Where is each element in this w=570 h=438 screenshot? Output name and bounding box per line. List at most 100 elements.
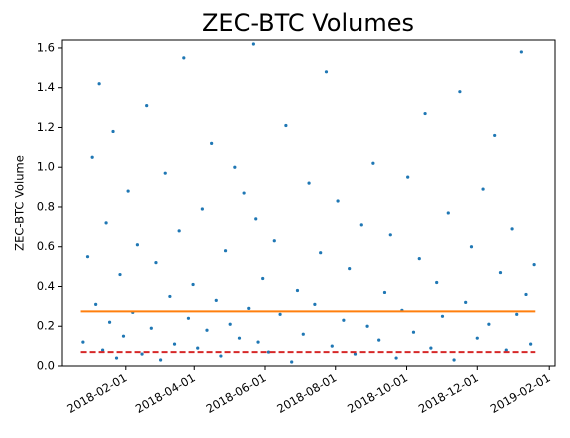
x-tick-label: 2018-06-01 (204, 370, 269, 416)
y-tick-label: 1.2 (37, 120, 55, 134)
point (172, 342, 177, 346)
chart-title: ZEC-BTC Volumes (202, 9, 414, 37)
point (223, 249, 228, 253)
point (219, 354, 223, 358)
point (94, 302, 98, 306)
point (118, 272, 122, 277)
point (493, 133, 497, 138)
point (510, 227, 514, 231)
point (532, 263, 536, 267)
point (519, 50, 523, 54)
point (177, 229, 181, 233)
point (504, 348, 508, 352)
point (348, 266, 352, 271)
point (515, 312, 519, 316)
point (284, 123, 288, 128)
point (307, 181, 311, 185)
point (101, 348, 105, 352)
y-axis-label: ZEC-BTC Volume (13, 155, 27, 251)
point (313, 302, 317, 306)
point (126, 189, 130, 193)
point (290, 360, 294, 364)
point (114, 356, 119, 360)
point (272, 239, 276, 243)
y-tick-label: 0.6 (37, 239, 55, 253)
point (487, 322, 491, 326)
point (324, 70, 329, 74)
point (135, 243, 139, 247)
x-tick-label: 2018-10-01 (345, 370, 410, 416)
point (394, 356, 398, 360)
x-tick-label: 2018-04-01 (133, 370, 198, 416)
point (440, 314, 445, 318)
point (256, 340, 260, 344)
point (469, 245, 474, 249)
x-tick-label: 2019-02-01 (488, 370, 553, 416)
point (214, 298, 218, 303)
point (159, 358, 163, 362)
point (406, 175, 410, 179)
point (90, 155, 94, 159)
y-tick-label: 1.0 (37, 160, 55, 174)
point (319, 251, 323, 255)
y-tick-label: 1.6 (37, 40, 55, 54)
point (388, 233, 392, 237)
point (458, 90, 462, 94)
point (149, 326, 153, 330)
point (154, 261, 158, 265)
x-tick-label: 2018-12-01 (416, 370, 481, 416)
point (104, 221, 108, 225)
point (371, 161, 375, 165)
point (261, 276, 265, 281)
point (145, 103, 149, 108)
point (524, 292, 528, 297)
point (377, 338, 381, 342)
point (254, 217, 258, 221)
point (168, 294, 172, 299)
point (382, 290, 387, 295)
y-tick-label: 0.0 (37, 359, 55, 373)
point (481, 187, 485, 191)
y-tick-label: 0.2 (37, 319, 55, 333)
point (452, 358, 456, 362)
point (233, 165, 237, 169)
point (353, 352, 358, 356)
point (186, 316, 191, 320)
point (365, 324, 369, 328)
point (266, 350, 271, 354)
plot-frame (61, 39, 556, 367)
point (411, 330, 416, 334)
point (107, 320, 112, 324)
point (498, 270, 503, 275)
y-tick-label: 0.4 (37, 279, 55, 293)
point (278, 312, 282, 316)
point (295, 288, 300, 293)
point (210, 141, 214, 145)
point (81, 340, 85, 344)
point (251, 42, 255, 46)
point (301, 332, 305, 336)
point (237, 336, 242, 340)
point (417, 257, 421, 261)
point (247, 306, 251, 310)
point (242, 191, 246, 195)
point (182, 56, 186, 60)
y-tick-label: 0.8 (37, 199, 55, 213)
point (111, 129, 115, 134)
point (429, 346, 433, 350)
y-tick-label: 1.4 (37, 80, 55, 94)
point (446, 211, 450, 215)
point (140, 352, 144, 356)
point (336, 199, 340, 203)
point (228, 322, 232, 326)
point (330, 344, 334, 348)
point (435, 280, 439, 285)
point (342, 318, 346, 322)
point (200, 207, 204, 211)
point (196, 346, 200, 350)
point (191, 282, 195, 287)
point (529, 342, 533, 346)
point (475, 336, 479, 340)
x-tick-label: 2018-02-01 (64, 370, 129, 416)
